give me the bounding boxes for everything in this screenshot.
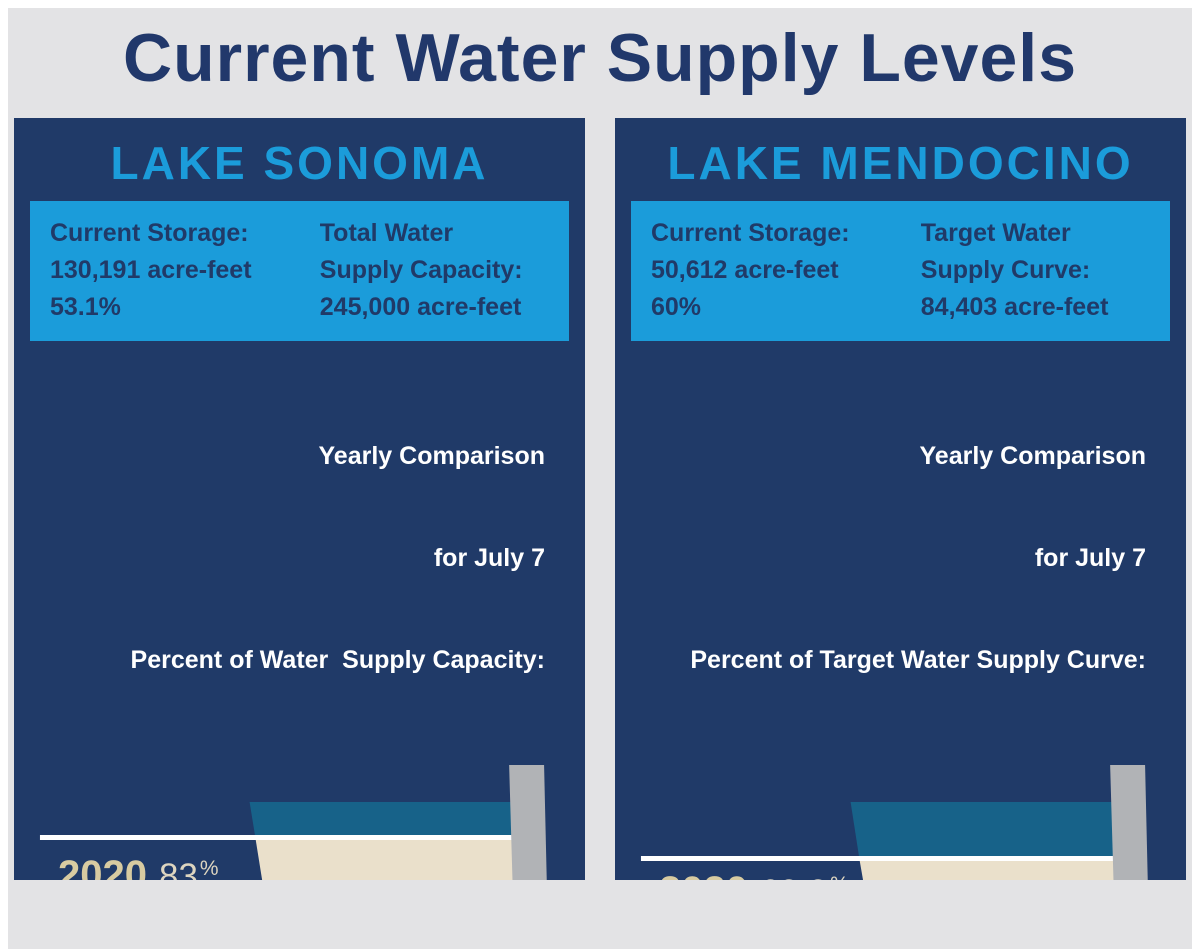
info-line: Supply Capacity:: [319, 255, 523, 284]
reservoir-graphic: [640, 764, 1148, 880]
info-line: Supply Curve:: [920, 255, 1091, 284]
info-box: Current Storage: 130,191 acre-feet 53.1%…: [30, 200, 569, 341]
comparison-line: Yearly Comparison: [919, 441, 1146, 470]
info-current-storage: Current Storage: 130,191 acre-feet 53.1%: [50, 215, 320, 341]
info-line: 60%: [651, 292, 702, 321]
level-line-2020: [640, 855, 1119, 861]
info-line: Target Water: [920, 218, 1071, 247]
info-box: Current Storage: 50,612 acre-feet 60% Ta…: [631, 200, 1170, 341]
info-line: 130,191 acre-feet: [50, 255, 252, 284]
info-target-curve: Target Water Supply Curve: 84,403 acre-f…: [921, 215, 1160, 341]
page-title: Current Water Supply Levels: [122, 20, 1078, 96]
info-line: Current Storage:: [50, 218, 249, 247]
percent-value: 69.9: [760, 873, 828, 880]
comparison-line: for July 7: [433, 543, 545, 572]
info-line: Total Water: [319, 218, 454, 247]
info-line: 84,403 acre-feet: [920, 292, 1109, 321]
info-line: 245,000 acre-feet: [319, 292, 522, 321]
year-label-2020: 2020 83%: [58, 853, 219, 880]
reservoir-empty-band: [850, 801, 1135, 860]
percent-value: 83: [158, 856, 198, 880]
comparison-line: Yearly Comparison: [318, 441, 545, 470]
info-line: 50,612 acre-feet: [651, 255, 839, 284]
reservoir-graphic: [39, 764, 547, 880]
reservoir-empty-band: [249, 801, 534, 839]
reservoir-2020-band: [255, 838, 534, 880]
panels-row: LAKE SONOMA Current Storage: 130,191 acr…: [8, 118, 1192, 880]
lake-title: LAKE SONOMA: [110, 137, 489, 189]
year-text: 2020: [58, 852, 147, 880]
page-background: Current Water Supply Levels LAKE SONOMA …: [8, 8, 1192, 949]
percent-sign: %: [830, 873, 849, 880]
year-percent: 83%: [159, 857, 219, 880]
level-line-2020: [39, 834, 518, 840]
panel-lake-mendocino: LAKE MENDOCINO Current Storage: 50,612 a…: [615, 118, 1186, 880]
reservoir-diagram: 202069.9% 202260% 202134.2%: [615, 757, 1186, 880]
comparison-line: for July 7: [1034, 543, 1146, 572]
year-text: 2020: [659, 869, 748, 880]
comparison-line: Percent of Water Supply Capacity:: [130, 645, 545, 674]
info-capacity: Total Water Supply Capacity: 245,000 acr…: [320, 215, 559, 341]
dam-wall: [509, 764, 547, 880]
year-label-2020: 2020 69.9%: [659, 869, 849, 880]
info-line: 53.1%: [50, 292, 121, 321]
comparison-line: Percent of Target Water Supply Curve:: [690, 645, 1146, 674]
comparison-text: Yearly Comparison for July 7 Percent of …: [615, 371, 1186, 745]
dam-wall: [1110, 764, 1148, 880]
lake-title: LAKE MENDOCINO: [667, 137, 1134, 189]
panel-lake-sonoma: LAKE SONOMA Current Storage: 130,191 acr…: [14, 118, 585, 880]
info-current-storage: Current Storage: 50,612 acre-feet 60%: [651, 215, 921, 341]
reservoir-2020-band: [859, 859, 1135, 880]
percent-sign: %: [199, 856, 219, 880]
comparison-text: Yearly Comparison for July 7 Percent of …: [14, 371, 585, 745]
info-line: Current Storage:: [651, 218, 850, 247]
